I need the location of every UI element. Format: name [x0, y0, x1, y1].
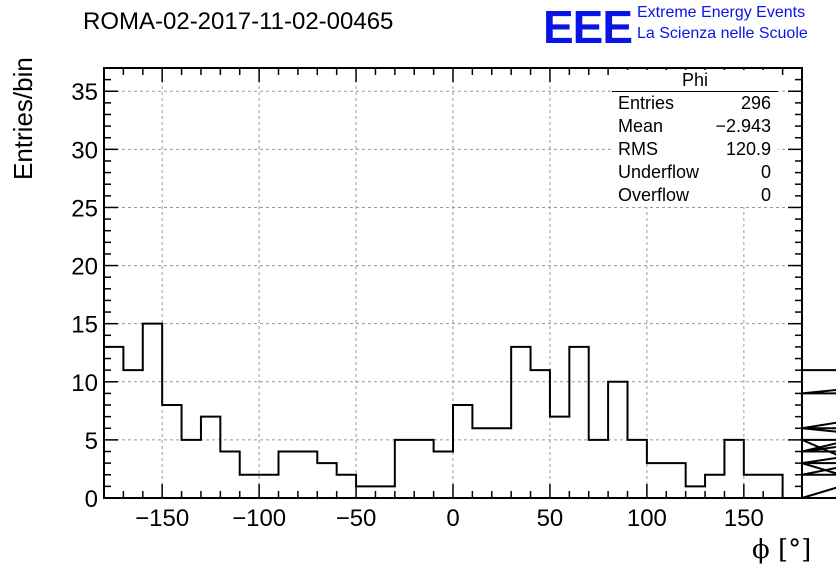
- eee-logo: EEE: [543, 1, 633, 53]
- chart-title: ROMA-02-2017-11-02-00465: [83, 8, 394, 35]
- x-tick-label: −100: [232, 505, 286, 532]
- stats-value: −2.943: [715, 116, 771, 136]
- stats-label: Underflow: [618, 162, 700, 182]
- logo-subtitle-2: La Scienza nelle Scuole: [637, 25, 808, 42]
- y-tick-label: 30: [71, 137, 98, 164]
- axis-tick-labels: −150 −100 −50 0 50 100 150 0 5 10 15 20 25 30 35: [71, 79, 764, 532]
- y-tick-label: 20: [71, 254, 98, 281]
- stats-row-rms: RMS 120.9: [612, 138, 778, 161]
- histogram-line: [104, 322, 836, 499]
- x-tick-label: 50: [537, 505, 564, 532]
- stats-value: 296: [740, 93, 771, 113]
- stats-row-mean: Mean −2.943: [612, 115, 778, 138]
- stats-value: 120.9: [725, 139, 771, 159]
- stats-label: Overflow: [618, 185, 690, 205]
- stats-label: Entries: [618, 93, 675, 113]
- stats-value: 0: [760, 162, 771, 182]
- stats-row-overflow: Overflow 0: [612, 184, 778, 207]
- y-tick-label: 10: [71, 370, 98, 397]
- stats-row-entries: Entries 296: [612, 92, 778, 115]
- y-tick-label: 5: [85, 428, 98, 455]
- y-axis-label: Entries/bin: [8, 57, 38, 180]
- stats-label: RMS: [618, 139, 658, 159]
- logo-subtitle-1: Extreme Energy Events: [637, 4, 806, 21]
- y-tick-label: 25: [71, 195, 98, 222]
- y-tick-label: 35: [71, 79, 98, 106]
- x-axis-label: ϕ [°]: [752, 535, 812, 565]
- x-tick-label: 100: [627, 505, 667, 532]
- stats-label: Mean: [618, 116, 664, 136]
- x-tick-label: 150: [724, 505, 764, 532]
- stats-row-underflow: Underflow 0: [612, 161, 778, 184]
- y-tick-label: 15: [71, 312, 98, 339]
- stats-box: Phi Entries 296 Mean −2.943 RMS 120.9 Un…: [612, 70, 778, 207]
- grid-lines: [104, 68, 802, 498]
- stats-title: Phi: [612, 70, 778, 92]
- x-tick-label: 0: [446, 505, 459, 532]
- x-tick-label: −50: [336, 505, 377, 532]
- x-tick-label: −150: [135, 505, 189, 532]
- stats-value: 0: [760, 185, 771, 205]
- y-tick-label: 0: [85, 486, 98, 513]
